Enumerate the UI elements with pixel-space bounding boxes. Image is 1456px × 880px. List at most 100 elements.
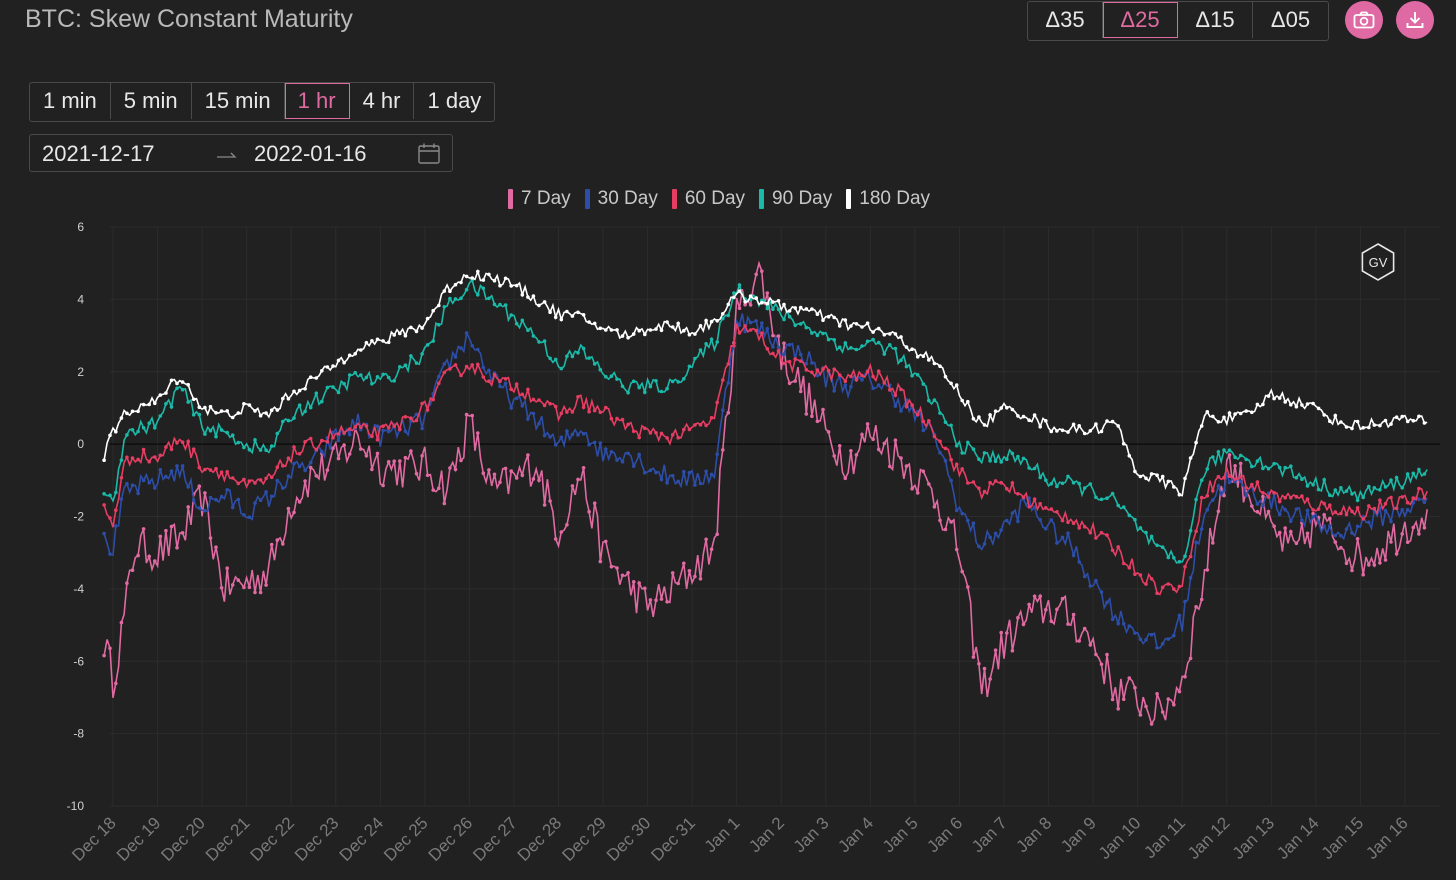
data-point — [403, 363, 408, 368]
interval-1hr[interactable]: 1 hr — [284, 83, 350, 119]
legend-item-180day[interactable]: 180 Day — [846, 188, 930, 210]
data-point — [247, 479, 252, 483]
start-date-input[interactable]: 2021-12-17 — [42, 141, 155, 166]
data-point — [119, 476, 124, 480]
data-point — [236, 497, 241, 502]
data-point — [1272, 524, 1276, 528]
delta-option-05[interactable]: Δ05 — [1270, 7, 1311, 32]
data-point — [604, 374, 608, 379]
download-button[interactable] — [1396, 1, 1434, 39]
data-point — [1300, 477, 1304, 482]
delta-option-25[interactable]: Δ25 — [1103, 2, 1178, 38]
data-point — [949, 381, 953, 386]
data-point — [1088, 643, 1093, 647]
data-point — [704, 469, 708, 474]
data-point — [1160, 545, 1165, 549]
data-point — [876, 369, 881, 374]
legend-label: 7 Day — [521, 188, 571, 209]
data-point — [1060, 428, 1065, 433]
data-point — [320, 449, 324, 454]
data-point — [709, 415, 714, 420]
data-point — [269, 408, 274, 413]
legend-item-60day[interactable]: 60 Day — [671, 188, 745, 210]
delta-option-15[interactable]: Δ15 — [1178, 2, 1253, 38]
interval-15min[interactable]: 15 min — [192, 83, 285, 119]
data-point — [1071, 481, 1076, 485]
data-point — [654, 470, 658, 475]
x-tick-label: Jan 10 — [1095, 813, 1145, 863]
data-point — [1166, 697, 1171, 701]
data-point — [687, 427, 692, 432]
data-point — [1383, 508, 1388, 513]
data-point — [448, 296, 452, 301]
delta-option-35[interactable]: Δ35 — [1028, 2, 1103, 38]
data-point — [398, 365, 402, 369]
grid — [110, 226, 1440, 807]
data-point — [409, 416, 413, 421]
data-point — [776, 334, 781, 338]
data-point — [709, 337, 714, 342]
data-point — [1305, 531, 1310, 536]
interval-1day[interactable]: 1 day — [427, 88, 482, 113]
x-tick-label: Jan 16 — [1362, 813, 1412, 863]
data-point — [682, 328, 686, 333]
data-point — [1328, 516, 1332, 521]
end-date-input[interactable]: 2022-01-16 — [254, 141, 367, 166]
data-point — [1216, 450, 1221, 454]
legend-item-7day[interactable]: 7 Day — [508, 188, 571, 210]
data-point — [676, 479, 680, 484]
data-point — [1283, 496, 1287, 500]
data-point — [409, 449, 413, 453]
data-point — [431, 308, 436, 313]
data-point — [431, 339, 436, 343]
data-point — [993, 648, 998, 652]
data-point — [1121, 561, 1126, 566]
data-point — [776, 345, 781, 350]
data-point — [498, 283, 502, 288]
data-point — [180, 464, 185, 468]
interval-5min[interactable]: 5 min — [111, 83, 192, 119]
data-point — [219, 586, 224, 590]
data-point — [1233, 464, 1237, 468]
date-range-picker[interactable]: 2021-12-17 2022-01-16 — [29, 134, 453, 172]
data-point — [1222, 493, 1226, 498]
data-point — [459, 346, 463, 350]
data-point — [1116, 503, 1120, 508]
interval-1min[interactable]: 1 min — [30, 83, 111, 119]
data-point — [748, 294, 753, 298]
data-point — [1032, 413, 1037, 417]
data-point — [453, 467, 458, 472]
data-point — [1133, 469, 1137, 474]
data-point — [1294, 541, 1299, 546]
data-point — [514, 321, 519, 326]
data-point — [949, 478, 953, 483]
data-point — [214, 411, 218, 415]
calendar-icon[interactable] — [418, 143, 440, 164]
data-point — [537, 340, 541, 344]
data-point — [609, 416, 614, 421]
data-point — [537, 421, 541, 426]
y-tick-label: 2 — [77, 365, 84, 379]
data-point — [1305, 484, 1310, 488]
legend-item-30day[interactable]: 30 Day — [584, 188, 658, 210]
snapshot-button[interactable] — [1345, 1, 1383, 39]
data-point — [559, 530, 564, 534]
data-point — [860, 378, 864, 382]
x-tick-label: Dec 27 — [469, 813, 521, 865]
data-point — [966, 518, 970, 523]
x-tick-label: Dec 20 — [157, 813, 209, 865]
data-point — [832, 389, 836, 393]
data-point — [1383, 418, 1388, 423]
interval-4hr[interactable]: 4 hr — [350, 83, 415, 119]
legend-item-90day[interactable]: 90 Day — [759, 188, 832, 210]
data-point — [1422, 421, 1427, 425]
data-point — [203, 432, 207, 436]
data-point — [693, 574, 697, 579]
data-point — [531, 411, 536, 416]
data-point — [1261, 466, 1265, 471]
data-point — [676, 435, 680, 440]
data-point — [1166, 479, 1171, 484]
data-point — [1344, 512, 1349, 517]
data-point — [943, 446, 948, 451]
data-point — [1099, 497, 1104, 502]
